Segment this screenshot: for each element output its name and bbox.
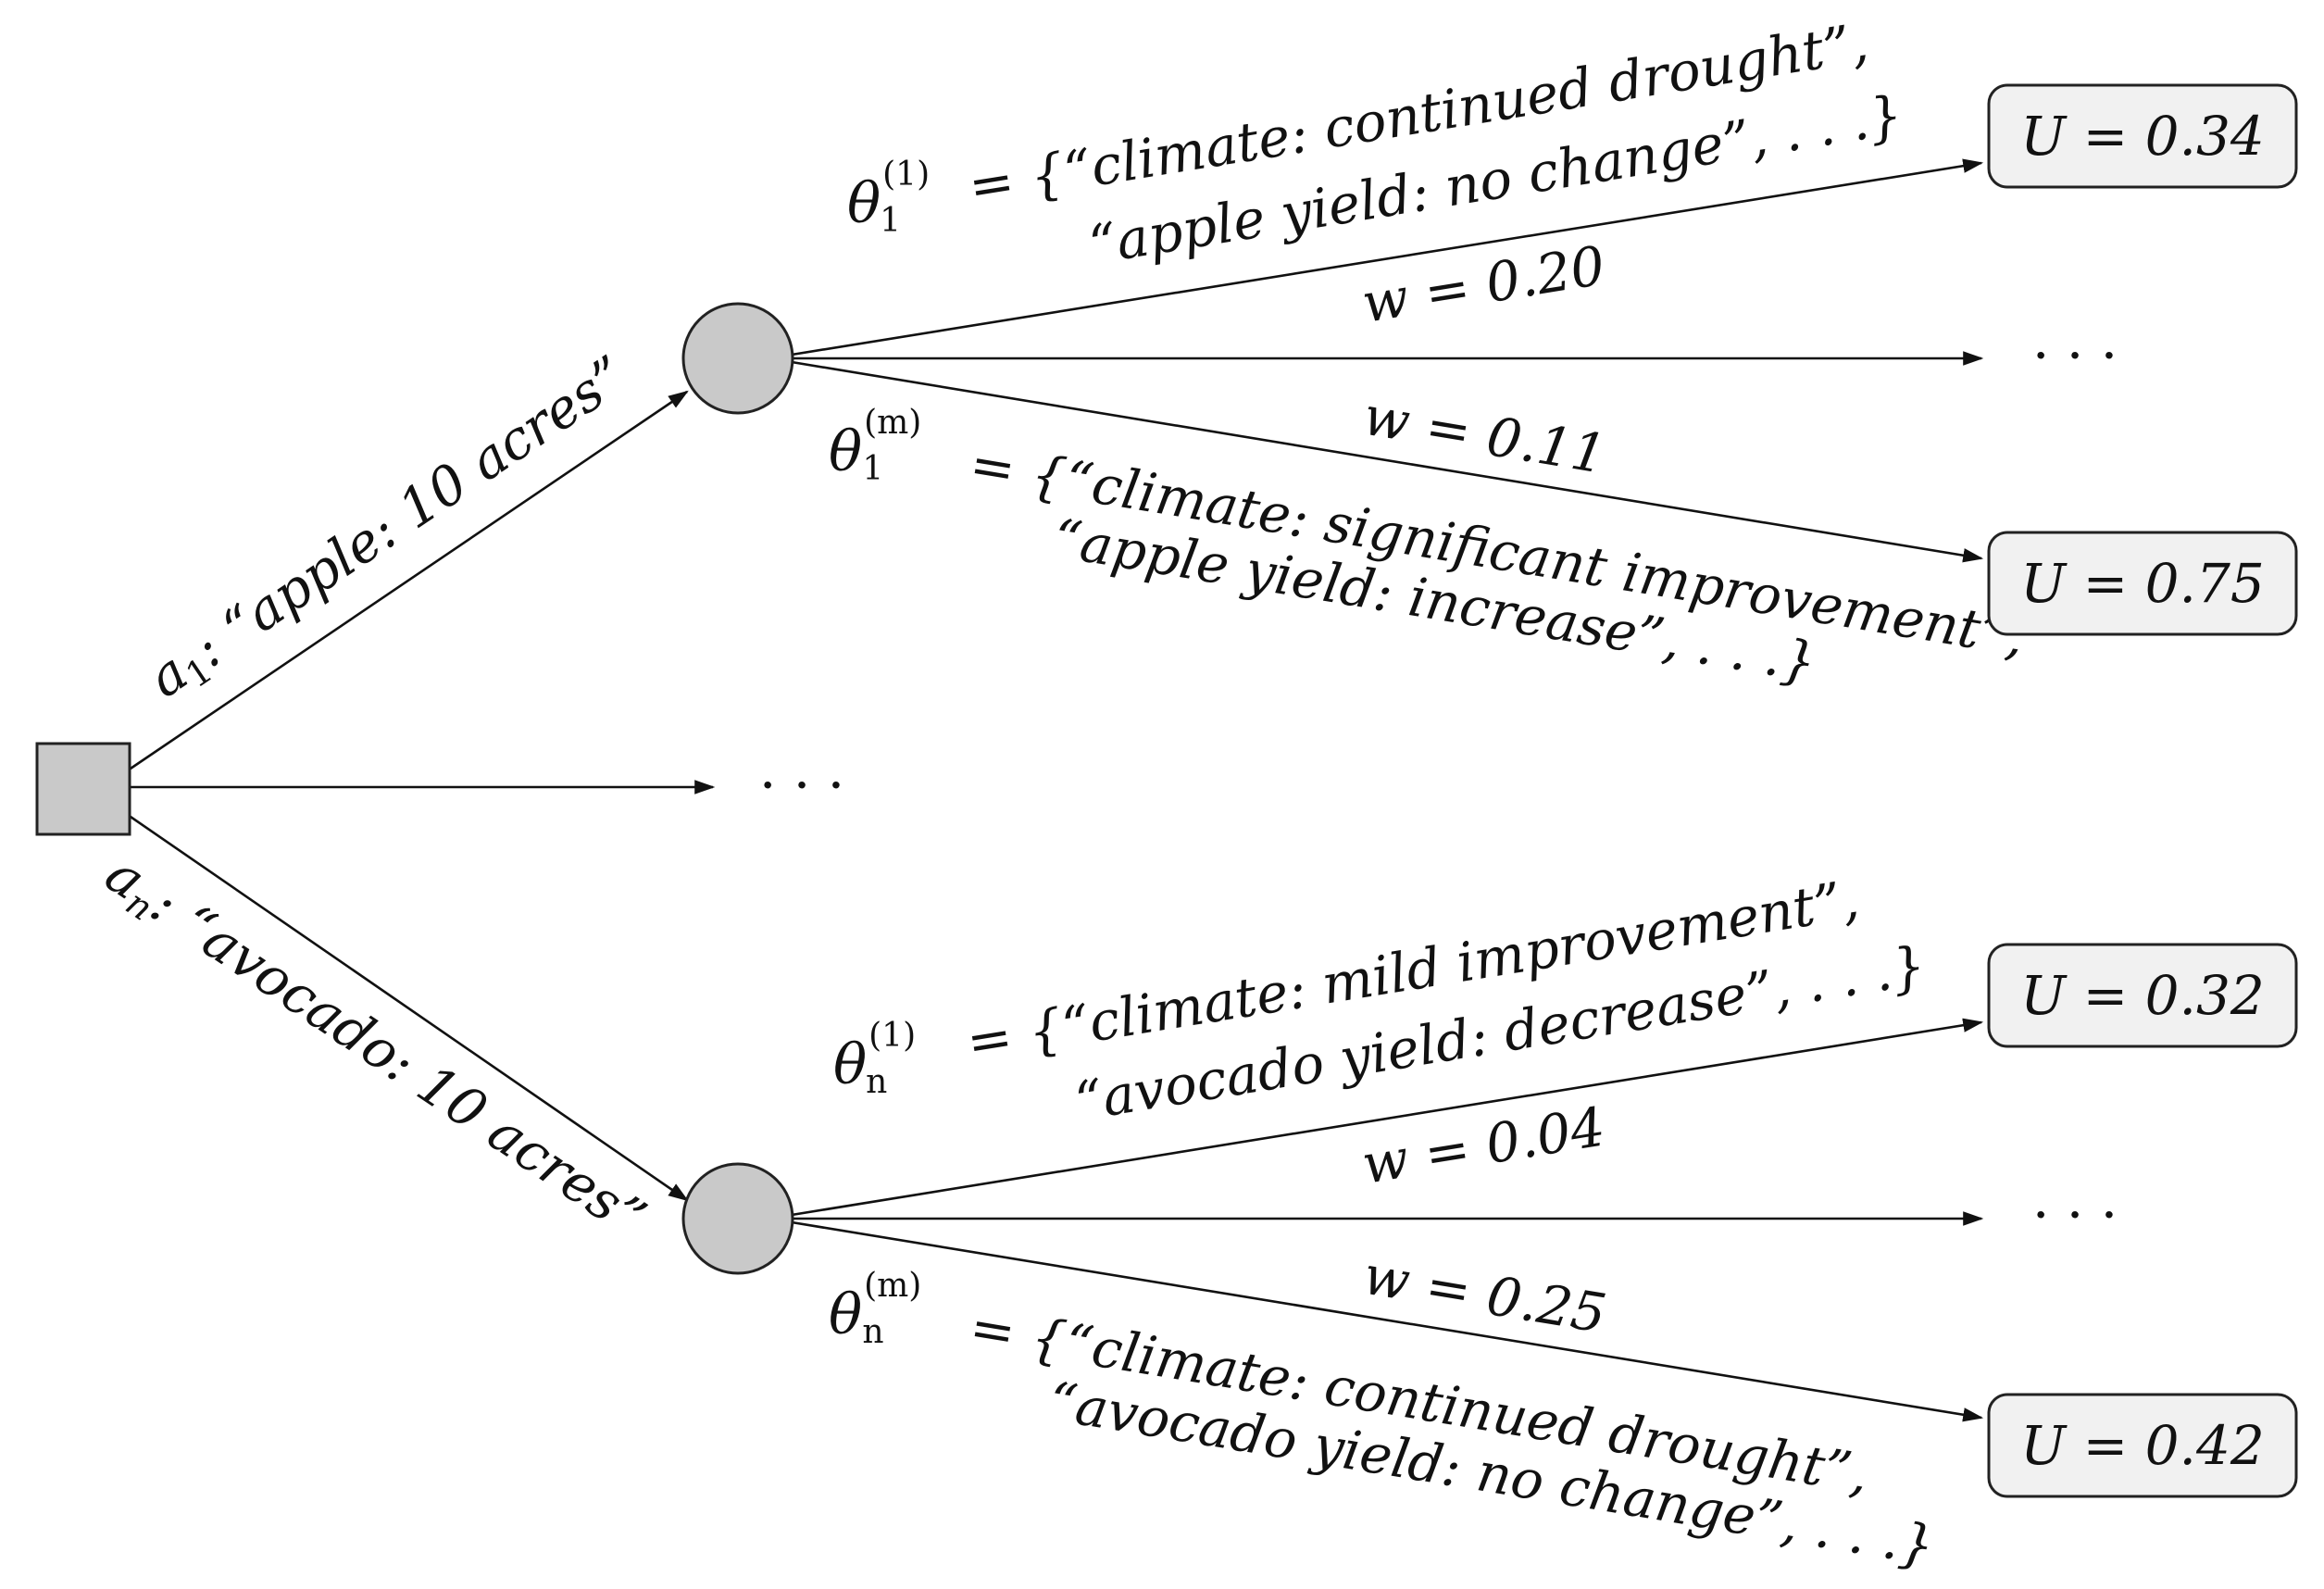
theta-a1-m-subscript: 1 <box>862 450 883 488</box>
action-n-label: an: “avocado: 10 acres” <box>92 842 656 1254</box>
outcome-an-1: θ(1) n = {“climate: mild improvement”, “a… <box>833 868 1930 1196</box>
utility-a1-m-text: U = 0.75 <box>2020 552 2265 615</box>
edge-action-n <box>127 813 689 1202</box>
utility-box-a1-m: U = 0.75 <box>1987 531 2298 636</box>
ellipsis-a1-outcomes: · · · <box>2032 324 2118 387</box>
ellipsis-an-outcomes: · · · <box>2032 1183 2118 1246</box>
weight-an-m: w = 0.25 <box>1359 1244 1611 1345</box>
theta-an-1-subscript: n <box>866 1063 887 1101</box>
outcome-a1-m: w = 0.11 θ(m) 1 = {“climate: significant … <box>829 384 2029 694</box>
utility-box-an-1: U = 0.32 <box>1987 943 2298 1048</box>
chance-node-a1 <box>681 302 794 415</box>
outcome-an-m: w = 0.25 θ(m) n = {“climate: continued dr… <box>829 1244 1939 1578</box>
theta-an-m: θ(m) n <box>829 1267 921 1351</box>
theta-a1-1-subscript: 1 <box>880 202 901 240</box>
action-1-text: : “apple: 10 acres” <box>182 344 638 680</box>
edge-an-outcome-m <box>791 1220 1984 1422</box>
decision-node <box>35 742 131 836</box>
theta-a1-m: θ(m) 1 <box>829 404 921 488</box>
theta-an-1: θ(1) n <box>833 1017 916 1101</box>
edge-action-1 <box>127 390 689 772</box>
edge-a1-outcome-1 <box>791 158 1984 357</box>
theta-an-1-superscript: (1) <box>868 1017 916 1055</box>
utility-an-1-text: U = 0.32 <box>2020 964 2265 1027</box>
theta-a1-1: θ(1) 1 <box>847 156 930 240</box>
utility-an-m-text: U = 0.42 <box>2020 1414 2265 1477</box>
utility-a1-1-text: U = 0.34 <box>2020 105 2265 168</box>
theta-an-m-superscript: (m) <box>864 1267 921 1305</box>
action-n-text: : “avocado: 10 acres” <box>140 872 656 1249</box>
weight-an-1: w = 0.04 <box>1357 1095 1609 1195</box>
chance-node-an <box>681 1162 794 1275</box>
weight-a1-m: w = 0.11 <box>1359 384 1611 486</box>
theta-a1-1-superscript: (1) <box>882 156 930 194</box>
edge-an-outcome-1 <box>791 1018 1984 1217</box>
theta-an-m-subscript: n <box>862 1313 883 1351</box>
weight-a1-1: w = 0.20 <box>1357 233 1609 334</box>
utility-box-a1-1: U = 0.34 <box>1987 83 2298 189</box>
edge-a1-outcome-m <box>791 360 1984 563</box>
action-1-label: a1: “apple: 10 acres” <box>137 344 641 714</box>
utility-box-an-m: U = 0.42 <box>1987 1393 2298 1498</box>
theta-a1-m-superscript: (m) <box>864 404 921 442</box>
outcome-a1-1: θ(1) 1 = {“climate: continued drought”, “… <box>847 11 1906 335</box>
ellipsis-actions: · · · <box>759 754 844 817</box>
